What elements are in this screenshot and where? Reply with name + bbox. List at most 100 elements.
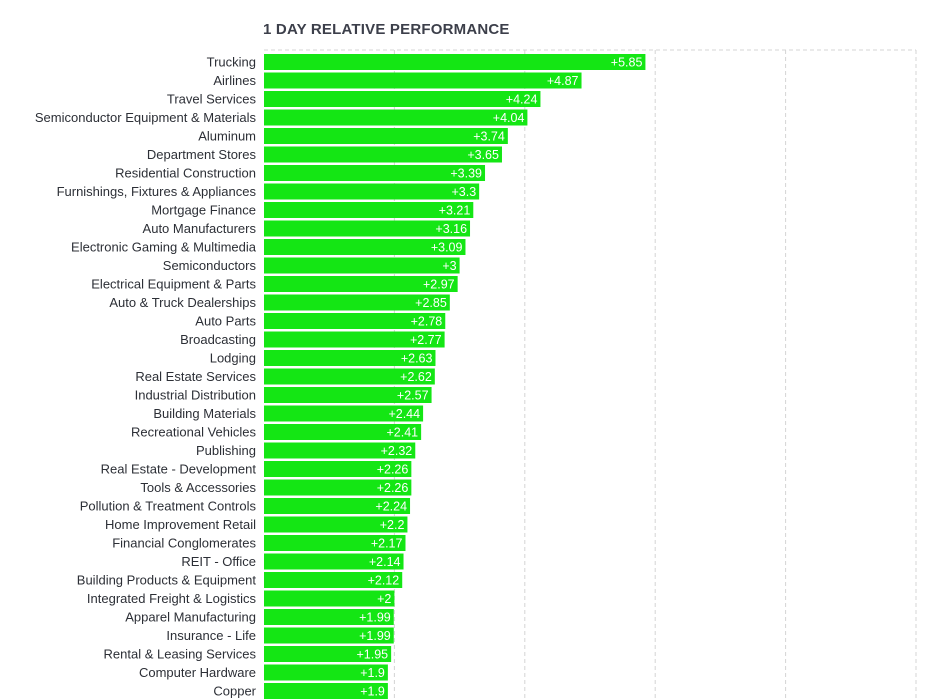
value-label: +3.16 xyxy=(435,222,467,236)
value-label: +2.77 xyxy=(410,333,442,347)
value-label: +2.44 xyxy=(388,407,420,421)
bar xyxy=(264,646,392,662)
value-label: +4.24 xyxy=(506,93,538,107)
value-label: +2.26 xyxy=(377,481,409,495)
bar xyxy=(264,590,395,607)
category-label: Insurance - Life xyxy=(166,628,256,643)
category-label: Building Products & Equipment xyxy=(77,573,257,588)
bar xyxy=(264,609,394,625)
bar xyxy=(264,627,394,644)
category-label: Residential Construction xyxy=(115,166,256,181)
chart-title: 1 DAY RELATIVE PERFORMANCE xyxy=(263,21,510,38)
bar xyxy=(264,276,458,292)
value-label: +2.24 xyxy=(375,500,407,514)
category-label: Home Improvement Retail xyxy=(105,517,256,532)
bar xyxy=(264,313,446,329)
value-label: +2.78 xyxy=(411,315,443,329)
bar xyxy=(264,368,435,385)
value-label: +2.57 xyxy=(397,389,429,403)
category-label: Auto & Truck Dealerships xyxy=(109,295,256,310)
category-label: Trucking xyxy=(207,55,256,70)
value-label: +1.9 xyxy=(360,666,385,680)
bar xyxy=(264,516,408,533)
category-label: Electrical Equipment & Parts xyxy=(91,277,256,292)
category-label: Semiconductor Equipment & Materials xyxy=(35,110,257,125)
category-label: Industrial Distribution xyxy=(135,388,256,403)
bar xyxy=(264,54,646,70)
category-label: Building Materials xyxy=(153,406,256,421)
bar xyxy=(264,535,406,551)
value-label: +1.99 xyxy=(359,629,391,643)
category-label: Auto Manufacturers xyxy=(143,221,257,236)
value-label: +2.97 xyxy=(423,278,455,292)
category-label: Travel Services xyxy=(167,92,257,107)
category-label: Real Estate Services xyxy=(135,369,256,384)
category-label: Aluminum xyxy=(198,129,256,144)
bar xyxy=(264,109,528,126)
category-label: Pollution & Treatment Controls xyxy=(80,499,257,514)
bar xyxy=(264,683,388,699)
value-label: +2.32 xyxy=(381,444,413,458)
category-label: Broadcasting xyxy=(180,332,256,347)
category-label: Electronic Gaming & Multimedia xyxy=(71,240,257,255)
bar xyxy=(264,91,541,107)
bar xyxy=(264,239,466,255)
category-label: Mortgage Finance xyxy=(151,203,256,218)
value-label: +3 xyxy=(442,259,456,273)
bar xyxy=(264,146,502,163)
category-label: REIT - Office xyxy=(181,554,256,569)
value-label: +3.39 xyxy=(450,167,482,181)
category-label: Furnishings, Fixtures & Appliances xyxy=(57,184,257,199)
bar xyxy=(264,202,474,218)
bar xyxy=(264,331,445,348)
category-label: Publishing xyxy=(196,443,256,458)
category-label: Tools & Accessories xyxy=(140,480,256,495)
bar xyxy=(264,461,412,477)
bar xyxy=(264,664,388,681)
bar xyxy=(264,572,403,588)
value-label: +1.95 xyxy=(356,648,388,662)
value-labels: +5.85 +4.87 +4.24 +4.04 +3.74 +3.65 +3.39 +3.3 +… xyxy=(356,56,642,699)
value-label: +2.63 xyxy=(401,352,433,366)
category-label: Integrated Freight & Logistics xyxy=(87,591,257,606)
category-label: Semiconductors xyxy=(163,258,257,273)
bar xyxy=(264,479,412,496)
category-label: Financial Conglomerates xyxy=(112,536,256,551)
bar xyxy=(264,498,411,514)
value-label: +2.14 xyxy=(369,555,401,569)
value-label: +4.04 xyxy=(493,111,525,125)
value-label: +2.2 xyxy=(380,518,405,532)
category-label: Auto Parts xyxy=(195,314,256,329)
value-label: +2.17 xyxy=(371,537,403,551)
value-label: +2 xyxy=(377,592,391,606)
category-label: Recreational Vehicles xyxy=(131,425,257,440)
bar xyxy=(264,294,450,311)
value-label: +3.65 xyxy=(467,148,499,162)
category-label: Computer Hardware xyxy=(139,665,256,680)
category-label: Copper xyxy=(213,684,256,699)
value-label: +1.9 xyxy=(360,685,385,699)
category-label: Airlines xyxy=(213,73,256,88)
value-label: +4.87 xyxy=(547,74,579,88)
bar xyxy=(264,72,582,89)
category-label: Real Estate - Development xyxy=(101,462,257,477)
value-label: +2.26 xyxy=(377,463,409,477)
value-label: +3.09 xyxy=(431,241,463,255)
value-label: +2.12 xyxy=(368,574,400,588)
bar xyxy=(264,387,432,403)
bar xyxy=(264,405,424,422)
bar xyxy=(264,442,416,459)
bar xyxy=(264,183,480,200)
value-label: +3.3 xyxy=(451,185,476,199)
category-labels: Trucking Airlines Travel Services Semicondu… xyxy=(35,55,257,699)
value-label: +1.99 xyxy=(359,611,391,625)
bar xyxy=(264,165,486,181)
value-label: +5.85 xyxy=(611,56,643,70)
value-label: +3.74 xyxy=(473,130,505,144)
bar xyxy=(264,553,404,570)
value-label: +2.62 xyxy=(400,370,432,384)
category-label: Rental & Leasing Services xyxy=(104,647,257,662)
category-label: Apparel Manufacturing xyxy=(125,610,256,625)
bar xyxy=(264,424,422,440)
value-label: +2.41 xyxy=(386,426,418,440)
